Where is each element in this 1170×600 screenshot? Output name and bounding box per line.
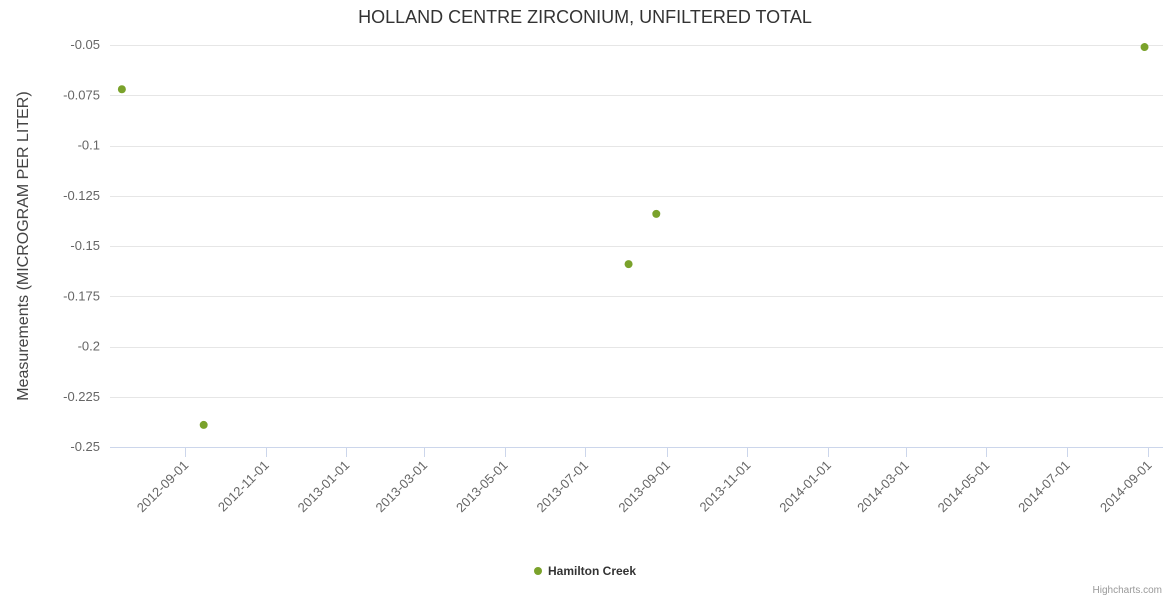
x-tick-label: 2012-11-01 [215,458,272,515]
x-tick-label: 2014-03-01 [854,458,912,516]
data-point[interactable] [199,420,208,429]
data-point[interactable] [652,209,661,218]
x-tick-label: 2013-01-01 [295,458,353,516]
y-tick-label: -0.05 [70,37,100,52]
y-tick-label: -0.125 [63,188,100,203]
y-tick-label: -0.15 [70,238,100,253]
y-tick-label: -0.075 [63,87,100,102]
data-point[interactable] [624,260,633,269]
data-point[interactable] [117,85,126,94]
y-tick-label: -0.1 [78,138,100,153]
credits-link[interactable]: Highcharts.com [1092,585,1162,596]
y-tick-label: -0.225 [63,389,100,404]
x-tick-label: 2014-01-01 [776,458,834,516]
y-tick-label: -0.2 [78,339,100,354]
chart-title: HOLLAND CENTRE ZIRCONIUM, UNFILTERED TOT… [358,7,812,27]
x-tick-label: 2014-07-01 [1015,458,1073,516]
x-tick-label: 2013-07-01 [534,458,592,516]
y-tick-label: -0.175 [63,288,100,303]
x-tick-label: 2013-11-01 [697,458,754,515]
x-tick-label: 2014-09-01 [1097,458,1155,516]
data-point[interactable] [1140,43,1149,52]
x-tick-label: 2013-05-01 [453,458,511,516]
legend-marker-icon [533,567,542,575]
x-tick-label: 2013-03-01 [373,458,431,516]
x-tick-label: 2012-09-01 [134,458,192,516]
legend-label[interactable]: Hamilton Creek [547,564,637,578]
x-tick-label: 2014-05-01 [935,458,993,516]
y-tick-label: -0.25 [70,439,100,454]
legend[interactable]: Hamilton Creek [0,564,1170,578]
x-tick-label: 2013-09-01 [615,458,673,516]
